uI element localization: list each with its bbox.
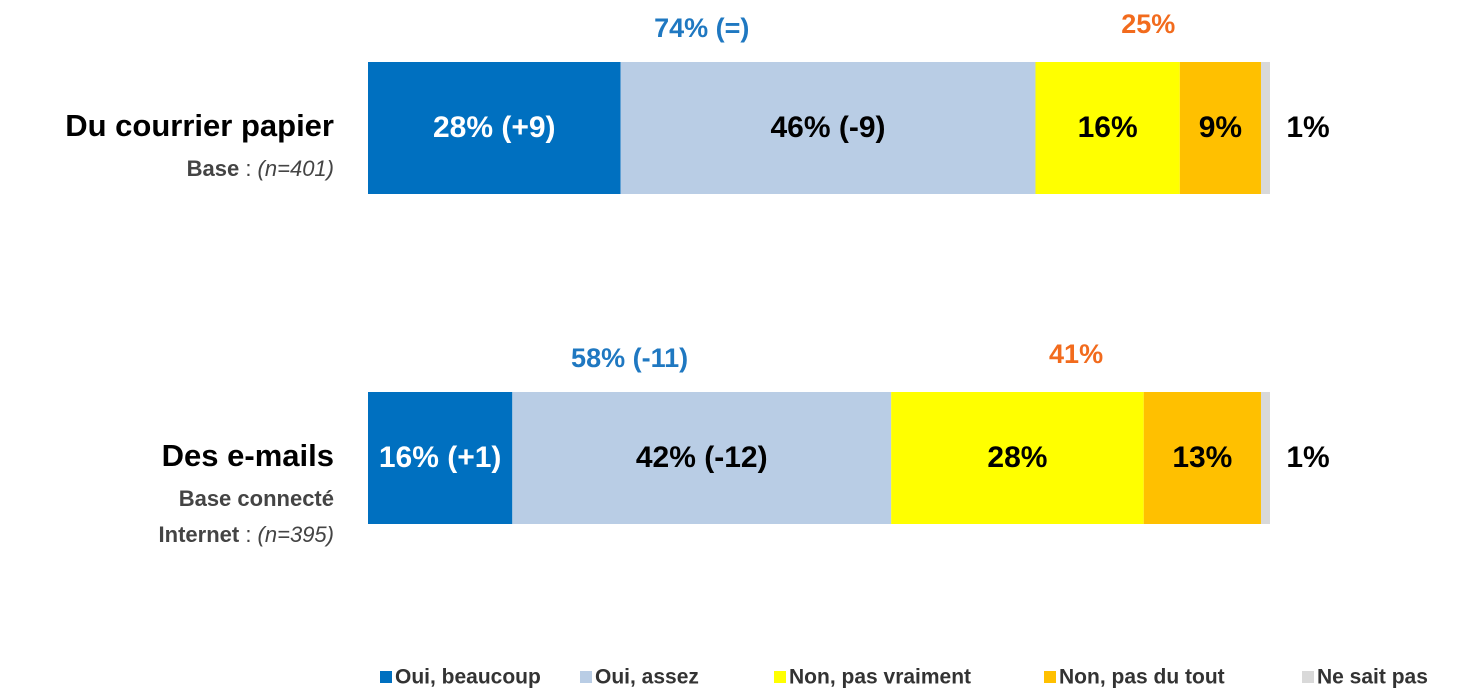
value-label: 28% <box>987 441 1047 474</box>
bar-segment <box>1260 392 1270 524</box>
value-label: 1% <box>1286 441 1329 474</box>
base-lead: Base connecté <box>179 486 334 511</box>
bar-segment <box>1143 392 1261 524</box>
legend-label: Oui, assez <box>595 666 699 689</box>
bar-segment <box>1179 62 1261 194</box>
bar-segment <box>1035 62 1180 194</box>
legend-label: Oui, beaucoup <box>395 666 541 689</box>
legend-swatch <box>1302 671 1314 683</box>
bar-segment <box>1260 62 1270 194</box>
total-label: 41% <box>1049 339 1103 369</box>
category-label: Des e-mails <box>162 438 334 473</box>
category-label: Du courrier papier <box>65 108 334 143</box>
base-separator: : <box>239 156 257 181</box>
total-label: 25% <box>1121 9 1175 39</box>
value-label: 16% (+1) <box>379 441 502 474</box>
bar-segment <box>368 62 621 194</box>
base-label: Internet : (n=395) <box>159 522 334 547</box>
base-sample: (n=401) <box>258 156 334 181</box>
total-label: 58% (-11) <box>571 343 688 373</box>
base-label: Base : (n=401) <box>187 156 334 181</box>
legend-swatch <box>580 671 592 683</box>
bar-segment <box>368 392 513 524</box>
value-label: 9% <box>1199 111 1242 144</box>
legend-label: Ne sait pas <box>1317 666 1428 689</box>
legend-swatch <box>1044 671 1056 683</box>
base-label: Base connecté <box>179 486 334 511</box>
legend-swatch <box>774 671 786 683</box>
base-lead: Internet <box>159 522 240 547</box>
bar-segment <box>891 392 1144 524</box>
base-sample: (n=395) <box>258 522 334 547</box>
bar-segment <box>512 392 892 524</box>
value-label: 28% (+9) <box>433 111 556 144</box>
value-label: 16% <box>1078 111 1138 144</box>
bar-segment <box>620 62 1036 194</box>
legend-label: Non, pas du tout <box>1059 666 1225 689</box>
value-label: 46% (-9) <box>770 111 885 144</box>
value-label: 13% <box>1172 441 1232 474</box>
base-lead: Base <box>187 156 240 181</box>
legend-label: Non, pas vraiment <box>789 666 971 689</box>
legend-swatch <box>380 671 392 683</box>
value-label: 1% <box>1286 111 1329 144</box>
base-separator: : <box>239 522 257 547</box>
value-label: 42% (-12) <box>636 441 768 474</box>
total-label: 74% (=) <box>654 13 749 43</box>
